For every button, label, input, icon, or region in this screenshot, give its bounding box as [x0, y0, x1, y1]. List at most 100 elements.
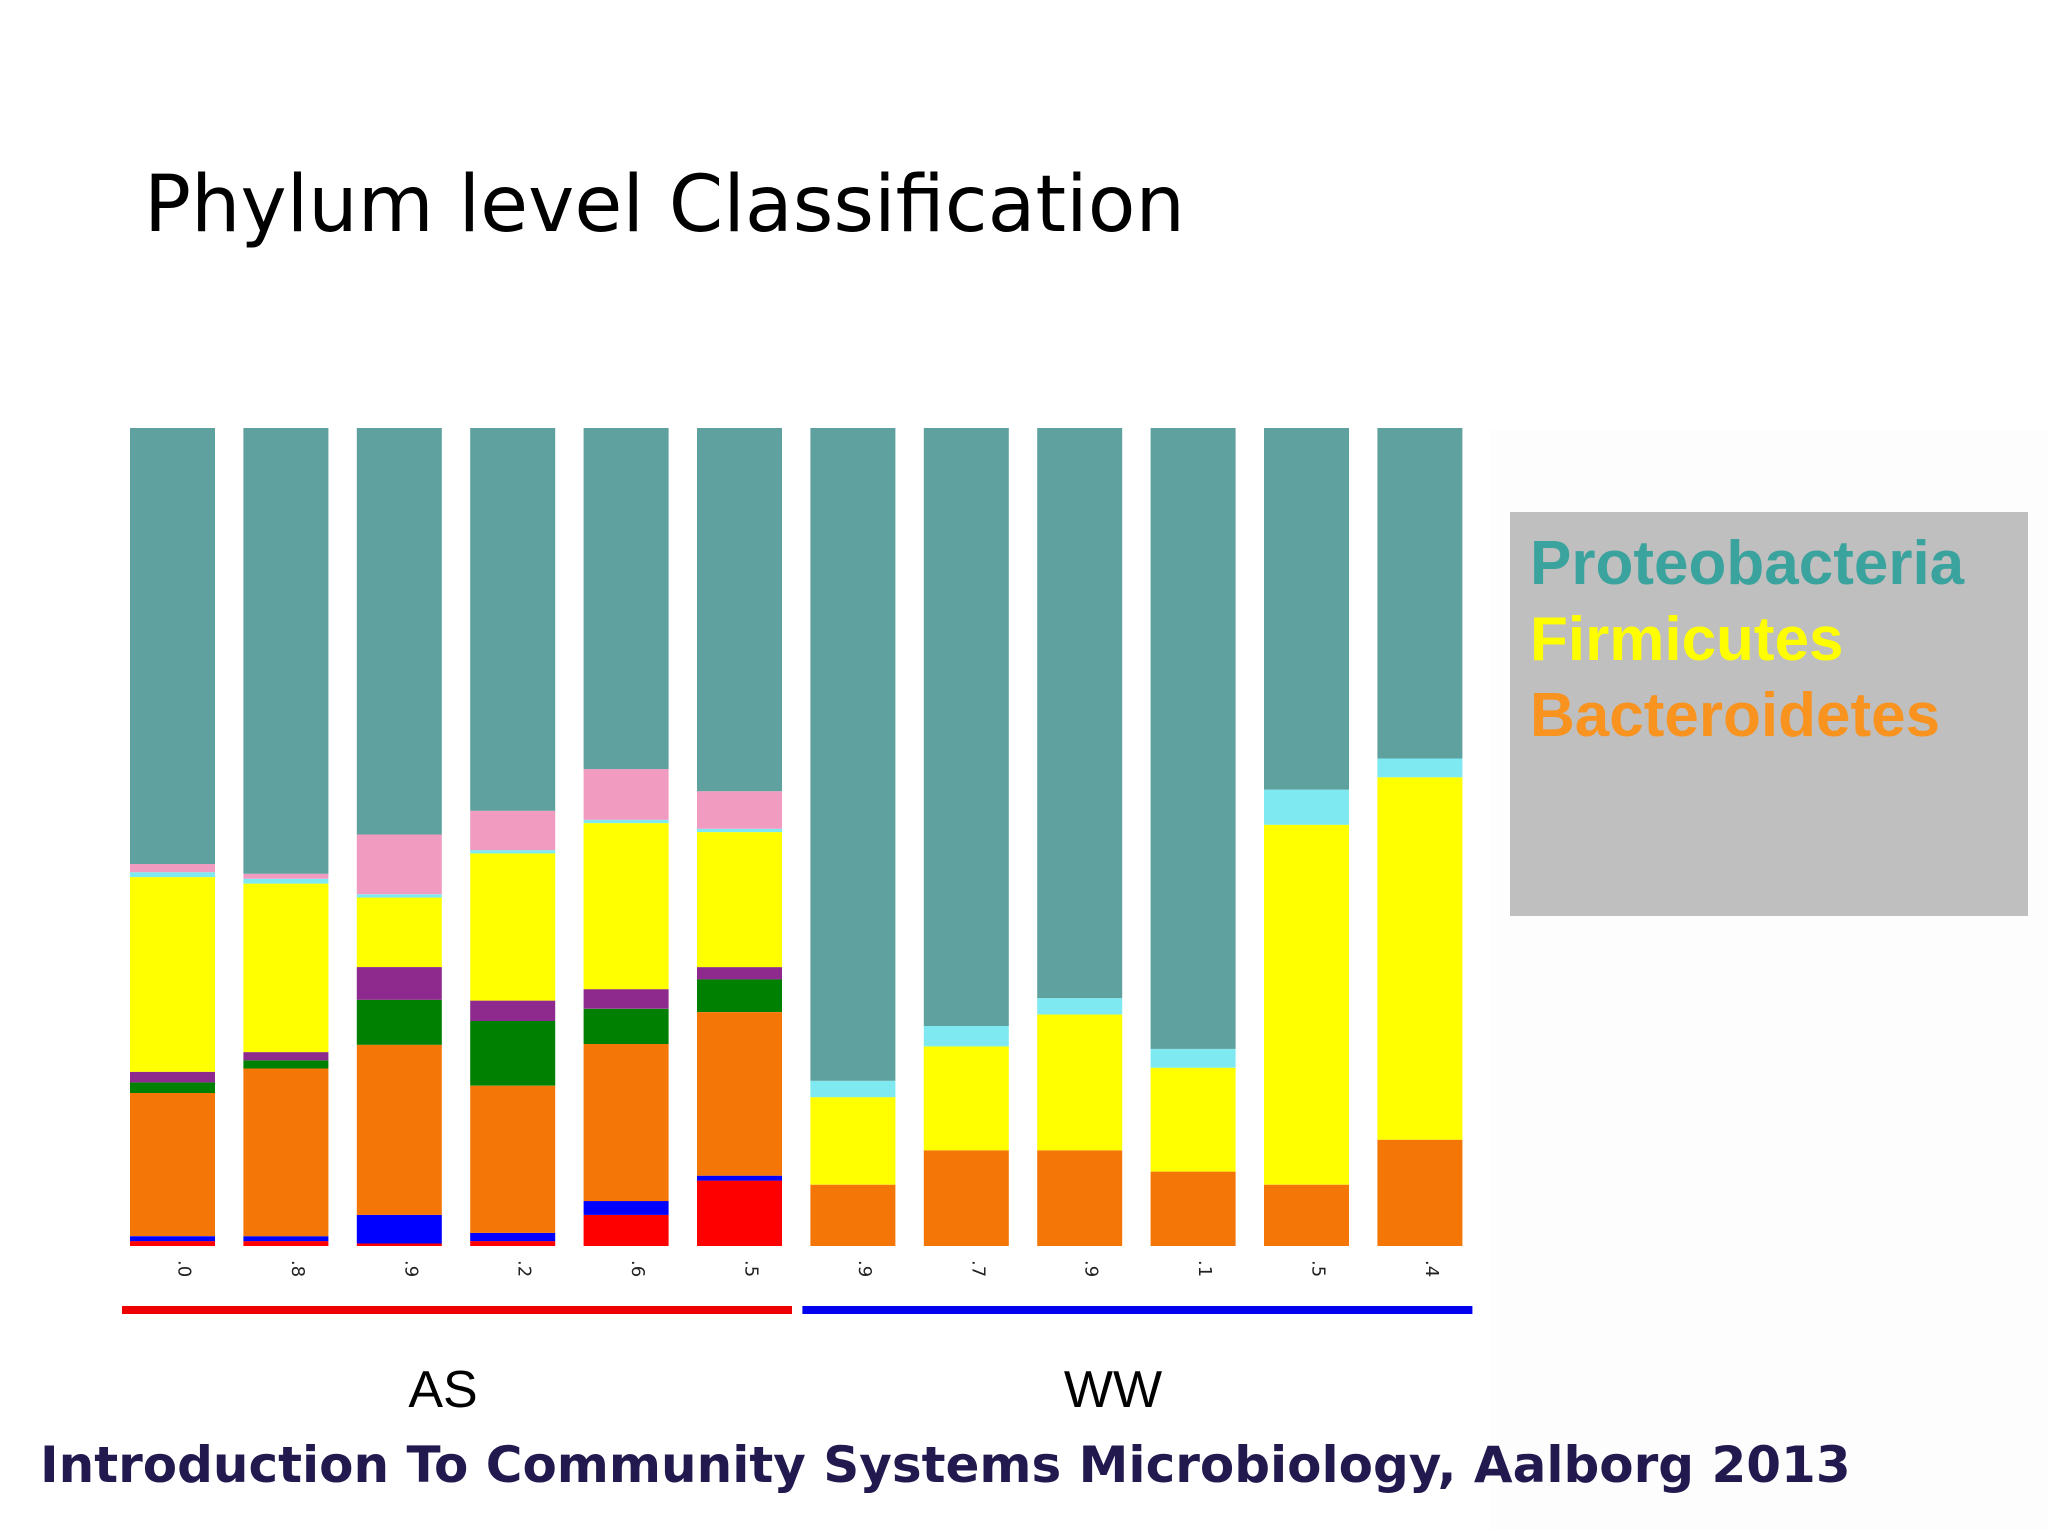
bar-segment-0-6 — [130, 872, 215, 878]
bar-segment-2-8 — [356, 428, 442, 835]
tick-label: .7 — [967, 1260, 988, 1277]
bar-segment-1-2 — [243, 1068, 329, 1237]
bar-segment-2-7 — [356, 834, 442, 895]
bar-segment-0-5 — [130, 877, 215, 1072]
group-lines-layer — [122, 1306, 1473, 1314]
bar-segment-6-2 — [810, 1184, 896, 1246]
legend-item-bacteroidetes: Bacteroidetes — [1530, 681, 1941, 750]
bar-segment-1-1 — [243, 1236, 329, 1242]
bar-segment-10-8 — [1264, 428, 1349, 790]
tick-label: .5 — [1308, 1260, 1329, 1277]
bar-segment-9-5 — [1150, 1067, 1236, 1172]
bar-segment-5-2 — [697, 1012, 782, 1176]
bar-segment-6-8 — [810, 428, 896, 1081]
bar-segment-1-8 — [243, 428, 329, 874]
bar-segment-10-5 — [1264, 824, 1349, 1185]
bar-segment-0-4 — [130, 1071, 215, 1083]
bar-segment-2-3 — [356, 999, 442, 1045]
bar-segment-5-7 — [697, 791, 782, 829]
bar-segment-8-2 — [1037, 1150, 1123, 1246]
tick-label: .9 — [854, 1260, 875, 1277]
bar-segment-4-4 — [583, 989, 669, 1009]
bar-segment-4-5 — [583, 823, 669, 990]
bar-segment-2-1 — [356, 1214, 442, 1244]
bar-segment-8-6 — [1037, 998, 1123, 1015]
bar-segment-11-6 — [1377, 758, 1463, 778]
tick-labels-layer: .0 .8 .9 .2 .6 .5 .9 .7 .9 .1 .5 .4 — [174, 1260, 1442, 1277]
bar-segment-5-6 — [697, 828, 782, 833]
legend-item-proteobacteria: Proteobacteria — [1530, 529, 1965, 598]
bar-segment-6-6 — [810, 1080, 896, 1098]
bar-segment-3-8 — [470, 428, 556, 811]
slide-title: Phylum level Classification — [144, 160, 1185, 250]
bar-segment-4-6 — [583, 819, 669, 824]
bar-segment-3-2 — [470, 1085, 556, 1233]
bar-segment-7-5 — [923, 1046, 1009, 1151]
bar-segment-3-1 — [470, 1232, 556, 1242]
group-line-ww — [802, 1306, 1473, 1314]
tick-label: .1 — [1194, 1260, 1215, 1277]
bar-segment-0-0 — [130, 1241, 215, 1246]
bar-segment-8-5 — [1037, 1014, 1123, 1151]
legend: Proteobacteria Firmicutes Bacteroidetes — [1510, 512, 2028, 916]
bar-segment-0-3 — [130, 1082, 215, 1093]
group-line-as — [122, 1306, 792, 1314]
bar-segment-11-2 — [1377, 1139, 1463, 1246]
bar-segment-5-0 — [697, 1180, 782, 1246]
tick-label: .2 — [514, 1260, 535, 1277]
bar-segment-4-3 — [583, 1008, 669, 1044]
bar-segment-2-4 — [356, 967, 442, 1000]
bar-segment-5-5 — [697, 832, 782, 968]
bar-segment-5-3 — [697, 979, 782, 1012]
bar-segment-0-2 — [130, 1093, 215, 1237]
tick-label: .0 — [174, 1260, 195, 1277]
bar-segment-2-0 — [356, 1243, 442, 1246]
bar-segment-3-0 — [470, 1241, 556, 1246]
bar-segment-1-6 — [243, 878, 329, 884]
bar-segment-6-5 — [810, 1097, 896, 1185]
bar-segment-2-2 — [356, 1044, 442, 1215]
group-label-ww: WW — [1063, 1361, 1163, 1419]
bar-segment-0-7 — [130, 864, 215, 873]
bar-segment-0-1 — [130, 1236, 215, 1242]
group-label-as: AS — [408, 1361, 478, 1419]
bar-segment-3-5 — [470, 853, 556, 1001]
bar-segment-7-6 — [923, 1026, 1009, 1047]
tick-label: .8 — [287, 1260, 308, 1277]
footer-text: Introduction To Community Systems Microb… — [40, 1436, 1851, 1494]
bar-segment-10-6 — [1264, 789, 1349, 825]
bars-layer — [130, 428, 1463, 1246]
bar-segment-7-2 — [923, 1150, 1009, 1246]
bar-segment-1-0 — [243, 1241, 329, 1246]
bar-segment-1-5 — [243, 883, 329, 1053]
bar-segment-10-2 — [1264, 1184, 1349, 1246]
bar-segment-1-7 — [243, 873, 329, 879]
bar-segment-1-4 — [243, 1052, 329, 1061]
bar-segment-8-8 — [1037, 428, 1123, 999]
bar-segment-4-8 — [583, 428, 669, 770]
bar-segment-7-8 — [923, 428, 1009, 1026]
bar-segment-11-8 — [1377, 428, 1463, 759]
bar-segment-3-4 — [470, 1000, 556, 1021]
bar-segment-5-4 — [697, 967, 782, 980]
tick-label: .5 — [741, 1260, 762, 1277]
bar-segment-3-6 — [470, 850, 556, 854]
bar-segment-1-3 — [243, 1060, 329, 1069]
bar-segment-9-6 — [1150, 1048, 1236, 1068]
bar-segment-4-0 — [583, 1214, 669, 1246]
bar-segment-5-8 — [697, 428, 782, 792]
legend-item-firmicutes: Firmicutes — [1530, 605, 1844, 674]
tick-label: .6 — [627, 1260, 648, 1277]
bar-segment-11-5 — [1377, 777, 1463, 1140]
bar-segment-0-8 — [130, 428, 215, 864]
bar-segment-3-7 — [470, 810, 556, 851]
bar-segment-4-7 — [583, 769, 669, 820]
bar-segment-9-2 — [1150, 1171, 1236, 1246]
bar-segment-9-8 — [1150, 428, 1236, 1049]
bar-segment-2-6 — [356, 894, 442, 898]
tick-label: .9 — [1081, 1260, 1102, 1277]
bar-segment-5-1 — [697, 1175, 782, 1181]
bar-segment-3-3 — [470, 1021, 556, 1086]
tick-label: .9 — [400, 1260, 421, 1277]
bar-segment-4-1 — [583, 1201, 669, 1215]
